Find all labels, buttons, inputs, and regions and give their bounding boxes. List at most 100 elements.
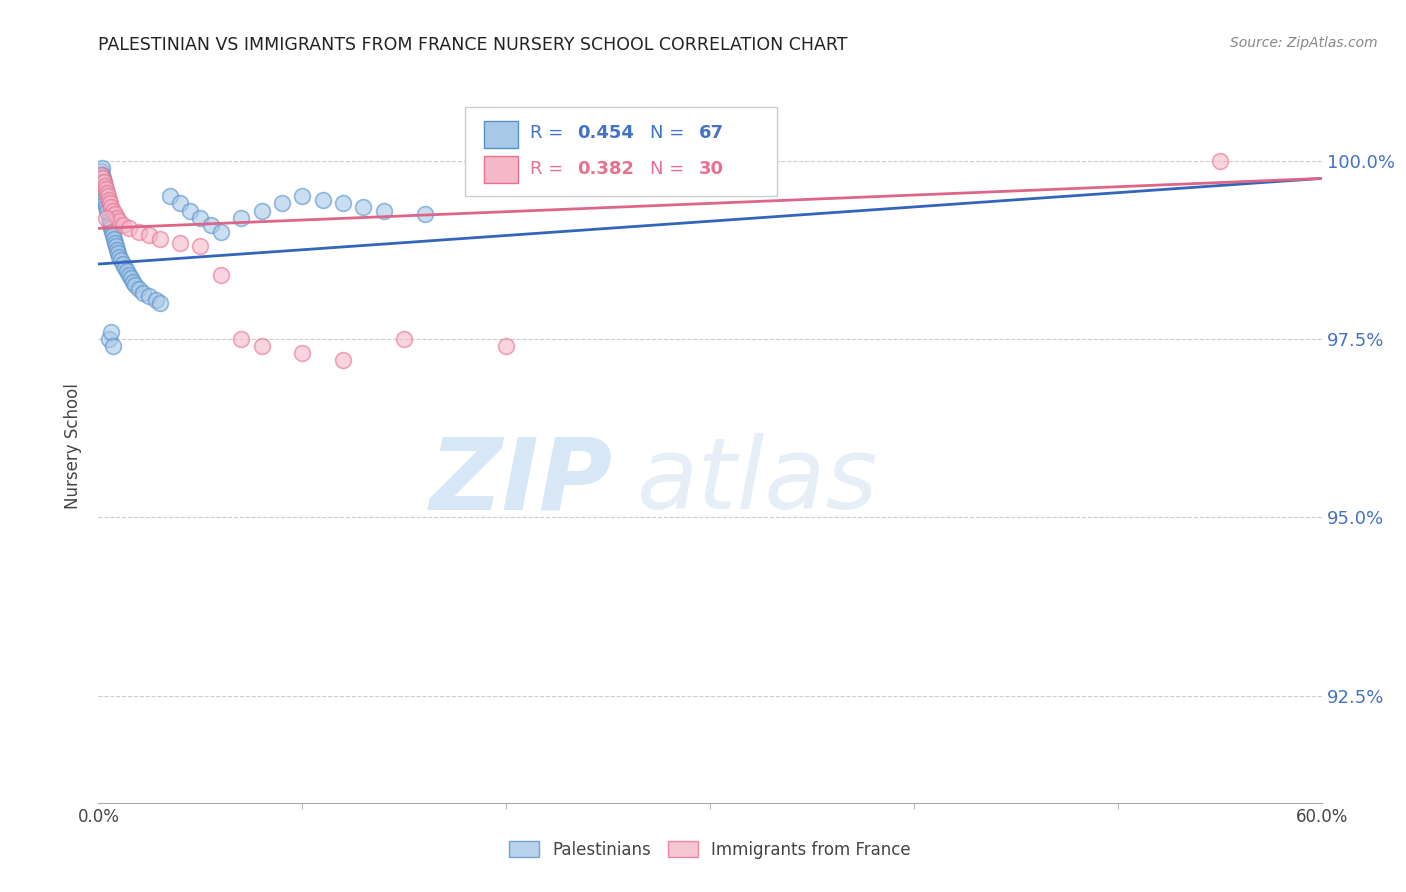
Point [98, 211, 121, 225]
Text: N =: N = [650, 125, 690, 143]
Point [128, 225, 150, 239]
Point [91, 161, 114, 175]
Point [100, 225, 122, 239]
Text: N =: N = [650, 161, 690, 178]
Point [104, 207, 127, 221]
Point [94, 189, 117, 203]
Point [101, 228, 124, 243]
Point [93, 193, 115, 207]
Point [169, 196, 191, 211]
Point [124, 278, 146, 293]
Text: 0.382: 0.382 [576, 161, 634, 178]
Point [291, 346, 314, 360]
Text: 67: 67 [699, 125, 724, 143]
Point [111, 218, 134, 232]
Text: atlas: atlas [637, 434, 879, 530]
Point [188, 239, 212, 253]
Point [98, 196, 121, 211]
Point [149, 296, 172, 310]
Point [115, 264, 138, 278]
Point [392, 332, 416, 346]
Point [93, 178, 115, 193]
Point [159, 189, 181, 203]
Point [100, 200, 122, 214]
Point [231, 332, 253, 346]
Point [103, 232, 125, 246]
Point [91, 171, 114, 186]
FancyBboxPatch shape [484, 155, 517, 183]
Point [111, 257, 134, 271]
Point [118, 221, 141, 235]
Point [91, 171, 114, 186]
Point [96, 186, 118, 200]
Point [413, 207, 436, 221]
Legend: Palestinians, Immigrants from France: Palestinians, Immigrants from France [509, 840, 911, 859]
Point [120, 271, 142, 285]
Point [94, 182, 117, 196]
Point [373, 203, 395, 218]
Point [94, 211, 117, 225]
Point [352, 200, 374, 214]
Point [114, 260, 136, 275]
Text: Source: ZipAtlas.com: Source: ZipAtlas.com [1230, 36, 1378, 50]
Text: PALESTINIAN VS IMMIGRANTS FROM FRANCE NURSERY SCHOOL CORRELATION CHART: PALESTINIAN VS IMMIGRANTS FROM FRANCE NU… [98, 36, 848, 54]
Point [209, 225, 232, 239]
Point [149, 232, 172, 246]
Point [96, 193, 118, 207]
Point [94, 200, 117, 214]
Point [90, 178, 112, 193]
Point [96, 196, 118, 211]
Point [90, 168, 112, 182]
Point [107, 246, 129, 260]
Point [97, 207, 120, 221]
Point [250, 339, 273, 353]
Point [93, 175, 115, 189]
Point [93, 182, 115, 196]
Text: R =: R = [530, 125, 569, 143]
Point [100, 221, 122, 235]
Text: 30: 30 [699, 161, 724, 178]
Point [169, 235, 191, 250]
Point [495, 339, 517, 353]
Point [97, 200, 120, 214]
Point [89, 175, 111, 189]
Point [91, 186, 114, 200]
Point [93, 178, 115, 193]
Point [101, 203, 124, 218]
Point [97, 332, 120, 346]
Point [105, 211, 128, 225]
Point [104, 235, 127, 250]
Point [91, 189, 114, 203]
Point [91, 168, 114, 182]
Point [90, 164, 112, 178]
Point [312, 193, 335, 207]
Point [209, 268, 232, 282]
Point [332, 196, 354, 211]
Point [108, 250, 131, 264]
Point [93, 175, 115, 189]
Point [96, 203, 118, 218]
Point [108, 214, 131, 228]
Point [188, 211, 212, 225]
Point [110, 253, 132, 268]
Point [96, 198, 118, 212]
Point [100, 325, 122, 339]
Point [132, 285, 155, 300]
Point [332, 353, 354, 368]
Point [101, 339, 124, 353]
Point [145, 293, 167, 307]
Point [291, 189, 314, 203]
Point [200, 218, 222, 232]
Point [250, 203, 273, 218]
Point [231, 211, 253, 225]
Point [94, 186, 117, 200]
Point [118, 268, 141, 282]
Text: R =: R = [530, 161, 569, 178]
Point [97, 189, 120, 203]
FancyBboxPatch shape [465, 107, 778, 196]
Point [270, 196, 294, 211]
Point [105, 243, 128, 257]
Text: ZIP: ZIP [429, 434, 612, 530]
Point [98, 218, 121, 232]
Point [93, 196, 115, 211]
